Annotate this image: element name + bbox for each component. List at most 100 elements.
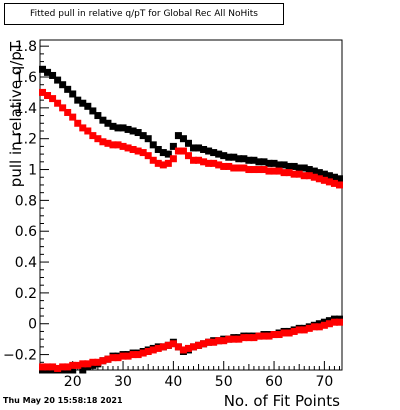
series-1-point (149, 156, 157, 164)
series-3-point (184, 344, 192, 352)
series-0-point (250, 156, 258, 164)
axes-group: 20 30 40 50 60 70 −0.2 0 0.2 0.4 0.6 0.8 1 1.2 1.4 1.6 1… (3, 39, 340, 390)
series-3-point (74, 361, 82, 369)
plot-frame (39, 39, 343, 371)
series-1-point (54, 99, 62, 107)
series-0-point (79, 99, 87, 107)
series-3-point (220, 337, 228, 345)
series-0-point (235, 155, 243, 163)
x-tick-label: 30 (114, 374, 132, 390)
series-0-point (285, 162, 293, 170)
series-0-point (184, 139, 192, 147)
series-1-point (124, 144, 132, 152)
series-3-point (310, 323, 318, 331)
series-0-point (310, 167, 318, 175)
series-1-point (270, 167, 278, 175)
series-1-point (190, 156, 198, 164)
series-0-point (74, 96, 82, 104)
x-tick-label: 20 (64, 374, 82, 390)
series-3-point (295, 326, 303, 334)
series-0-point (119, 124, 127, 132)
series-0-point (335, 175, 343, 183)
series-1-point (109, 141, 117, 149)
series-3-point (240, 334, 248, 342)
series-0-point (215, 150, 223, 158)
series-1-point (164, 159, 172, 167)
series-3-point (124, 352, 132, 360)
series-3-point (89, 358, 97, 366)
series-1-point (220, 162, 228, 170)
series-3-point (129, 351, 137, 359)
series-3-point (69, 361, 77, 369)
series-0-point (179, 135, 187, 143)
y-tick-label: 1.4 (15, 101, 37, 117)
series-3-point (154, 344, 162, 352)
series-0-point (305, 166, 313, 174)
series-1-point (255, 166, 263, 174)
series-3-point (190, 343, 198, 351)
series-0-point (210, 149, 218, 157)
series-3-point (159, 343, 167, 351)
series-1-point (89, 132, 97, 140)
series-3-point (325, 320, 333, 328)
series-3-point (174, 343, 182, 351)
series-0-point (49, 71, 57, 79)
series-1-point (195, 156, 203, 164)
series-1-point (280, 169, 288, 177)
series-3-point (285, 329, 293, 337)
series-0-point (64, 85, 72, 93)
series-0-point (330, 173, 338, 181)
series-1-point (154, 159, 162, 167)
series-3-point (255, 332, 263, 340)
series-1-point (174, 147, 182, 155)
series-1-point (59, 104, 67, 112)
series-1-point (300, 172, 308, 180)
series-1-point (310, 173, 318, 181)
series-3-point (320, 321, 328, 329)
series-3-point (104, 355, 112, 363)
series-0-point (280, 161, 288, 169)
series-3-point (230, 335, 238, 343)
series-0-point (39, 65, 47, 73)
series-0-point (149, 141, 157, 149)
series-0-point (114, 124, 122, 132)
series-1-point (200, 158, 208, 166)
series-1-point (250, 166, 258, 174)
series-1-point (139, 149, 147, 157)
series-0-point (190, 144, 198, 152)
series-3-point (164, 341, 172, 349)
series-1-point (159, 161, 167, 169)
series-0-point (44, 68, 52, 76)
series-1-point (320, 176, 328, 184)
series-0-point (230, 153, 238, 161)
series-3-point (200, 340, 208, 348)
series-1-point (179, 147, 187, 155)
series-3-point (265, 332, 273, 340)
series-0-point (169, 142, 177, 150)
series-0-point (94, 112, 102, 120)
series-3-point (275, 331, 283, 339)
series-3-point (315, 323, 323, 331)
series-3-point (64, 363, 72, 371)
series-3-point (270, 331, 278, 339)
series-1-point (330, 179, 338, 187)
series-3-point (215, 337, 223, 345)
series-3-point (149, 346, 157, 354)
series-3-point (195, 341, 203, 349)
series-3-point (79, 360, 87, 368)
series-0-point (275, 161, 283, 169)
x-tick-label: 40 (164, 374, 182, 390)
series-0-point (225, 153, 233, 161)
series-0-point (159, 149, 167, 157)
series-1-point (74, 119, 82, 127)
series-1-point (79, 124, 87, 132)
series-3-point (335, 318, 343, 326)
series-1-point (84, 127, 92, 135)
series-0-point (124, 125, 132, 133)
series-3-point (330, 318, 338, 326)
y-tick-label: 0.6 (15, 224, 37, 240)
y-tick-label: 0.4 (15, 255, 37, 271)
series-3-point (225, 335, 233, 343)
y-tick-label: 0.2 (15, 286, 37, 302)
x-tick-label: 60 (265, 374, 283, 390)
